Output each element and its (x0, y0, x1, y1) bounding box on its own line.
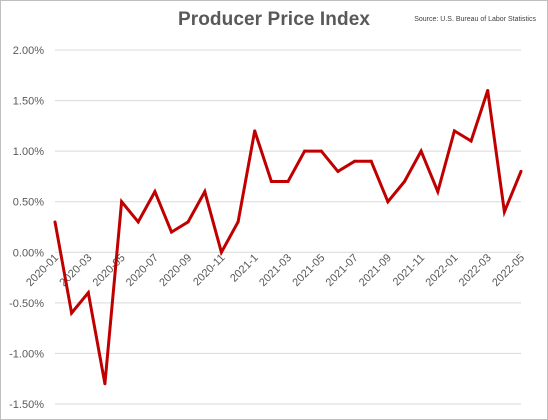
y-tick-label: -1.50% (9, 399, 44, 411)
x-tick-label: 2021-09 (357, 252, 394, 289)
data-point (53, 220, 57, 224)
data-point (253, 129, 257, 133)
chart-source: Source: U.S. Bureau of Labor Statistics (414, 16, 536, 23)
x-tick-label: 2022-03 (457, 252, 494, 289)
y-tick-label: -1.00% (9, 348, 44, 360)
data-point (319, 149, 323, 153)
y-tick-label: 1.50% (13, 96, 44, 108)
data-point (269, 179, 273, 183)
x-tick-label: 2020-11 (191, 252, 227, 288)
y-tick-label: 0.50% (13, 197, 44, 209)
x-tick-label: 2020-05 (91, 252, 128, 289)
data-point (170, 230, 173, 234)
data-point (336, 169, 340, 173)
x-tick-label: 2022-05 (490, 252, 527, 289)
data-point (436, 190, 440, 194)
data-point (70, 311, 74, 315)
y-tick-label: 2.00% (13, 45, 44, 57)
x-tick-label: 2021-05 (290, 252, 327, 289)
data-point (103, 382, 107, 386)
data-point (369, 159, 373, 163)
data-point (203, 190, 207, 194)
data-point (286, 179, 290, 183)
x-tick-label: 2021-07 (324, 252, 361, 289)
data-point (303, 149, 307, 153)
data-point (186, 220, 190, 224)
x-tick-label: 2021-03 (257, 252, 294, 289)
x-axis-ticks: 2020-012020-032020-052020-072020-092020-… (24, 252, 527, 289)
series-layer (53, 88, 523, 386)
data-point (86, 291, 90, 295)
y-tick-label: -0.50% (9, 298, 44, 310)
data-point (120, 200, 124, 204)
data-point (236, 220, 240, 224)
data-point (486, 88, 490, 92)
chart-title: Producer Price Index (177, 9, 371, 30)
data-point (353, 159, 357, 163)
data-point (136, 220, 140, 224)
data-point (502, 210, 506, 214)
x-tick-label: 2021-11 (391, 252, 427, 288)
x-tick-label: 2020-09 (157, 252, 194, 289)
data-point (386, 200, 390, 204)
data-point (519, 169, 523, 173)
data-point (403, 179, 406, 183)
data-point (469, 139, 473, 143)
y-tick-label: 1.00% (13, 146, 44, 158)
data-point (219, 250, 223, 254)
x-tick-label: 2020-07 (124, 252, 161, 289)
gridlines (55, 49, 521, 405)
x-tick-label: 2022-01 (424, 252, 461, 289)
data-point (419, 149, 423, 153)
y-axis-ticks: 2.00% 1.50% 1.00% 0.50% 0.00% -0.50% -1.00% -1.… (9, 45, 44, 411)
data-point (153, 190, 157, 194)
x-tick-label: 2021-1 (228, 252, 261, 285)
data-point (452, 129, 456, 133)
series-line (53, 90, 523, 385)
y-tick-label: 0.00% (13, 247, 44, 259)
